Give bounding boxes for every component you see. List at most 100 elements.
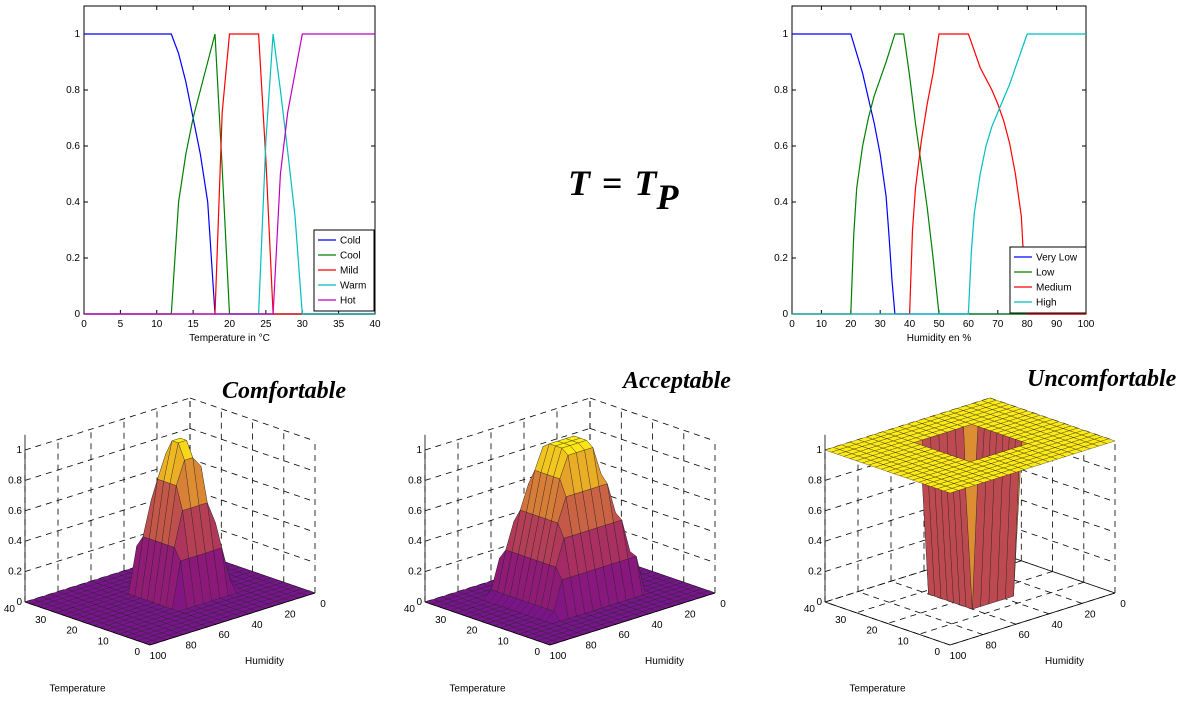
back-wall-grid-line [24, 428, 191, 481]
humidity-axis [549, 592, 716, 646]
legend-label: Warm [340, 281, 366, 292]
temperature-axis [424, 601, 551, 646]
z-tick-label: 1 [416, 445, 422, 456]
uncomfortable-title: Uncomfortable [1027, 366, 1177, 392]
humidity-tick-label: 20 [284, 609, 296, 620]
x-axis-label: Humidity en % [907, 333, 972, 344]
formula-rhs: T [634, 163, 657, 203]
y-tick-label: 0.4 [66, 197, 80, 208]
x-tick-label: 0 [789, 319, 795, 330]
temperature-membership-chart: 0 5 10 15 20 25 30 35 40 0 0.2 0.4 0.6 0.8 1 Temperatur… [66, 5, 381, 344]
temperature-tick-label: 40 [404, 604, 416, 615]
x-tick-label: 60 [963, 319, 975, 330]
back-wall-grid-line [589, 397, 716, 442]
temperature-axis [24, 601, 151, 646]
series-line-high [792, 33, 1086, 315]
humidity-tick-label: 20 [684, 609, 696, 620]
temperature-tick-label: 20 [466, 626, 478, 637]
humidity-axis [949, 592, 1116, 646]
humidity-tick-label: 40 [651, 620, 663, 631]
formula-subscript: P [656, 177, 679, 217]
humidity-tick-label: 60 [1018, 630, 1030, 641]
formula: T = TP [568, 162, 679, 218]
x-tick-label: 50 [933, 319, 945, 330]
z-tick-label: 0.6 [8, 506, 22, 517]
comfortable-surface-plot: 02040608010001020304000.20.40.60.81Humid… [4, 397, 326, 695]
humidity-membership-chart: 0 10 20 30 40 50 60 70 80 90 100 0 0.2 0.4 0.6 0.8 1 Humi… [774, 5, 1095, 344]
z-tick-label: 0.4 [808, 536, 822, 547]
temperature-tick-label: 30 [835, 615, 847, 626]
series-line-hot [84, 33, 375, 315]
back-wall-grid-line [424, 428, 591, 481]
temperature-tick-label: 40 [804, 604, 816, 615]
humidity-tick-label: 40 [1051, 620, 1063, 631]
x-tick-label: 0 [81, 319, 87, 330]
legend-label: Very Low [1036, 253, 1078, 264]
y-tick-label: 0.4 [774, 197, 788, 208]
humidity-tick-label: 100 [150, 651, 167, 662]
y-tick-label: 1 [782, 29, 788, 40]
x-tick-label: 40 [369, 319, 381, 330]
z-tick-label: 0.8 [408, 475, 422, 486]
x-tick-label: 100 [1078, 319, 1095, 330]
z-tick-label: 1 [816, 445, 822, 456]
x-tick-label: 80 [1022, 319, 1034, 330]
back-wall-grid-line [189, 397, 316, 442]
x-tick-label: 5 [118, 319, 124, 330]
back-wall-grid-line [24, 397, 191, 451]
humidity-tick-label: 60 [618, 630, 630, 641]
z-tick-label: 1 [16, 445, 22, 456]
back-wall-grid-line [424, 397, 591, 451]
z-tick-label: 0.2 [408, 567, 422, 578]
temperature-tick-label: 20 [866, 626, 878, 637]
x-tick-label: 40 [904, 319, 916, 330]
y-tick-label: 0 [74, 309, 80, 320]
temperature-tick-label: 10 [898, 636, 910, 647]
floor-grid-line [887, 571, 1053, 624]
acceptable-surface-plot: 02040608010001020304000.20.40.60.81Humid… [404, 397, 726, 695]
humidity-tick-label: 20 [1084, 609, 1096, 620]
surface-patch [943, 488, 959, 494]
z-tick-label: 0.6 [808, 506, 822, 517]
legend-label: Cool [340, 251, 361, 262]
temperature-tick-label: 30 [435, 615, 447, 626]
humidity-tick-label: 0 [1120, 599, 1126, 610]
z-tick-label: 0.4 [408, 536, 422, 547]
z-tick-label: 0.4 [8, 536, 22, 547]
temperature-tick-label: 10 [498, 636, 510, 647]
z-tick-label: 0 [416, 597, 422, 608]
z-tick-label: 0.6 [408, 506, 422, 517]
legend-label: Medium [1036, 283, 1072, 294]
legend-label: High [1036, 298, 1057, 309]
legend-label: Hot [340, 296, 356, 307]
humidity-axis-label: Humidity [645, 656, 684, 667]
floor-grid-line [857, 591, 984, 635]
temperature-tick-label: 0 [134, 647, 140, 658]
series-line-very-low [792, 33, 1086, 315]
y-tick-label: 0.6 [66, 141, 80, 152]
temperature-axis-label: Temperature [849, 684, 906, 695]
temperature-tick-label: 40 [4, 604, 16, 615]
humidity-tick-label: 80 [185, 641, 197, 652]
y-tick-label: 0.2 [774, 253, 788, 264]
humidity-axis [149, 592, 316, 646]
humidity-tick-label: 100 [950, 651, 967, 662]
humidity-tick-label: 40 [251, 620, 263, 631]
y-tick-label: 1 [74, 29, 80, 40]
x-tick-label: 20 [224, 319, 236, 330]
floor-grid-line [918, 581, 1084, 635]
x-axis-label: Temperature in °C [189, 333, 270, 344]
humidity-tick-label: 0 [320, 599, 326, 610]
x-tick-label: 25 [260, 319, 272, 330]
series-line-mild [84, 33, 375, 315]
floor-grid-line [856, 560, 1022, 614]
humidity-tick-label: 80 [985, 641, 997, 652]
z-tick-label: 0.8 [8, 475, 22, 486]
y-tick-label: 0.6 [774, 141, 788, 152]
z-tick-label: 0 [816, 597, 822, 608]
x-tick-label: 20 [845, 319, 857, 330]
x-tick-label: 10 [816, 319, 828, 330]
x-tick-label: 30 [297, 319, 309, 330]
y-tick-label: 0.8 [66, 85, 80, 96]
z-tick-label: 0.2 [8, 567, 22, 578]
